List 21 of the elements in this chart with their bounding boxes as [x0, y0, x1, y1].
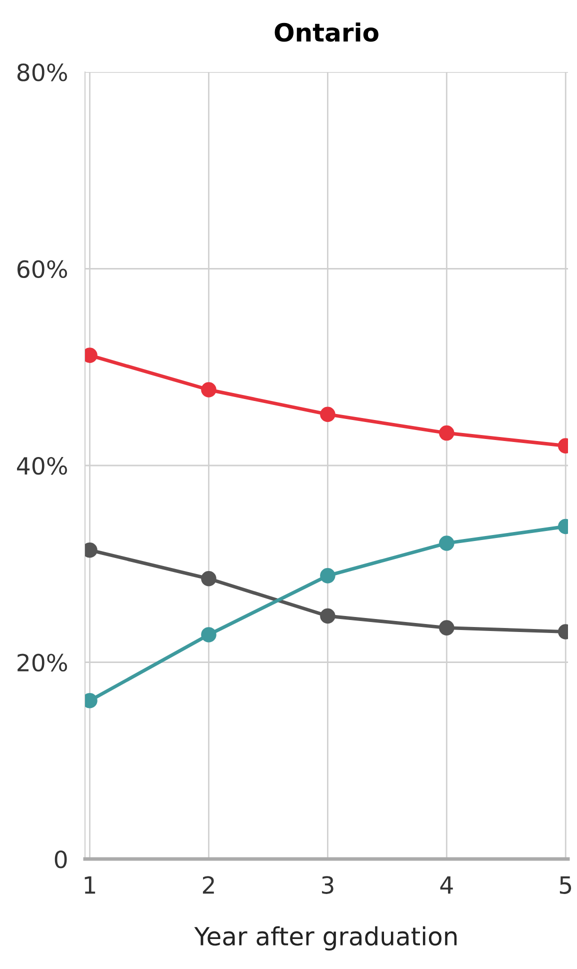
x-axis-title: Year after graduation — [194, 926, 457, 950]
x-tick-label: 5 — [560, 876, 572, 894]
x-tick-label: 3 — [322, 876, 334, 894]
point — [201, 627, 216, 642]
x-tick-label: 4 — [440, 876, 453, 894]
y-tick-label: 20% — [18, 654, 68, 672]
point — [201, 570, 216, 586]
y-tick-label: 40% — [17, 456, 68, 475]
y-tick-label: 80% — [17, 63, 68, 82]
x-tick-label: 2 — [202, 876, 214, 894]
point — [320, 608, 336, 624]
point — [439, 620, 454, 636]
point — [320, 568, 336, 584]
point — [320, 406, 336, 422]
point — [439, 425, 454, 441]
chart-title: Ontario — [274, 22, 378, 42]
y-tick-label: 60% — [18, 260, 68, 278]
point — [201, 382, 216, 398]
point — [439, 536, 454, 551]
x-tick-label: 1 — [84, 876, 96, 894]
y-tick-label: 0 — [54, 850, 67, 868]
